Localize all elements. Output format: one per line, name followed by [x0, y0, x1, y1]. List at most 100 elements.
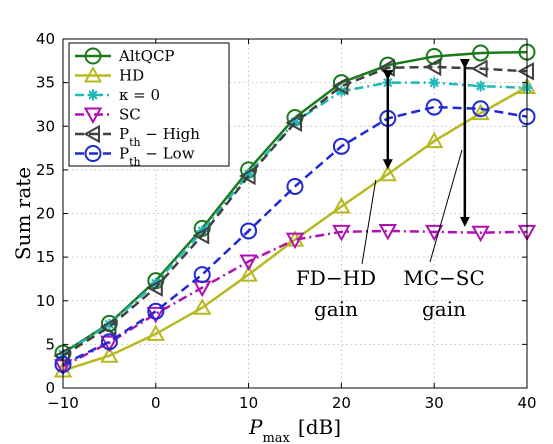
annotation-mc-sc-gain: MC−SC gain [403, 58, 485, 321]
text-part: P [119, 125, 129, 143]
text-part: th [129, 155, 141, 168]
data-point [425, 131, 444, 149]
data-point [87, 89, 99, 101]
data-point [239, 166, 256, 186]
annotation-text: gain [422, 297, 466, 321]
y-tick-label: 20 [36, 205, 55, 223]
data-point [193, 266, 211, 284]
legend-label: Pth − Low [119, 145, 195, 169]
legend-entry: HD [75, 65, 144, 85]
data-point [378, 164, 397, 182]
text-part: th [129, 136, 141, 149]
data-point [425, 98, 443, 116]
annotation-pointer [361, 179, 377, 265]
x-tick-label: 0 [151, 394, 161, 412]
legend-entry: AltQCP [75, 47, 175, 65]
series-line [62, 85, 528, 372]
legend-label: SC [119, 106, 141, 124]
x-label-subscript: max [262, 431, 290, 444]
marker-stroke [476, 81, 486, 91]
x-tick-label: 40 [517, 394, 536, 412]
data-point [425, 47, 443, 65]
data-point [83, 107, 103, 125]
text-part: AltQCP [118, 47, 175, 65]
series-p-th-low [54, 98, 536, 373]
data-point [424, 57, 442, 77]
data-point [83, 65, 103, 83]
data-point [99, 317, 117, 337]
legend-label: AltQCP [118, 47, 175, 65]
marker-stroke [429, 78, 439, 88]
x-axis-label: Pmax [dB] [248, 415, 341, 444]
marker-stroke [244, 169, 254, 179]
data-point [285, 232, 305, 250]
data-point [239, 254, 258, 272]
data-point [471, 103, 490, 121]
x-label-symbol: P [248, 415, 263, 439]
series-p-th-high [53, 57, 534, 365]
data-point [146, 278, 163, 297]
text-part: P [119, 145, 129, 163]
data-point [517, 62, 534, 81]
text-part: − Low [141, 145, 195, 163]
data-point [192, 226, 210, 245]
y-tick-label: 40 [36, 30, 55, 48]
data-point [146, 324, 165, 341]
y-tick-label: 10 [36, 292, 55, 310]
data-point [332, 196, 351, 214]
data-point [378, 223, 397, 241]
data-point [428, 77, 440, 89]
y-tick-label: 15 [36, 248, 55, 266]
series-line [62, 105, 528, 366]
annotation-fd-hd-gain: FD−HD gain [296, 70, 393, 321]
annotation-text: gain [314, 297, 358, 321]
legend-label: Pth − High [119, 125, 200, 149]
x-tick-label: 30 [425, 394, 444, 412]
data-point [100, 333, 118, 351]
text-part: κ = 0 [119, 86, 160, 104]
y-axis-label: Sum rate [11, 167, 35, 260]
legend-entry: κ = 0 [75, 86, 160, 104]
legend-label: HD [119, 67, 144, 85]
text-part: SC [119, 106, 141, 124]
annotation-pointer [429, 149, 463, 263]
annotation-text: FD−HD [296, 266, 376, 290]
y-tick-label: 0 [45, 379, 55, 397]
data-point [240, 222, 258, 240]
x-label-unit: [dB] [298, 415, 341, 439]
data-point [331, 76, 349, 96]
data-point [147, 302, 165, 320]
data-point [286, 177, 304, 195]
data-point [472, 44, 490, 62]
data-point [83, 124, 100, 144]
data-point [239, 265, 258, 282]
text-part: − High [141, 125, 201, 143]
data-point [100, 346, 119, 363]
y-tick-label: 30 [36, 117, 55, 135]
legend-entry: Pth − Low [75, 145, 195, 169]
series-line [62, 229, 528, 368]
legend-entry: Pth − High [75, 124, 200, 149]
data-point [193, 298, 212, 315]
marker-stroke [88, 90, 98, 100]
y-tick-label: 25 [36, 161, 55, 179]
text-part: HD [119, 67, 144, 85]
legend-entry: SC [75, 106, 141, 125]
legend-label: κ = 0 [119, 86, 160, 104]
data-point [471, 225, 490, 243]
x-tick-label: −10 [47, 394, 79, 412]
y-tick-label: 35 [36, 74, 55, 92]
x-tick-label: 10 [239, 394, 258, 412]
data-point [471, 59, 488, 78]
data-point [285, 113, 302, 132]
data-point [472, 100, 490, 118]
data-point [84, 47, 102, 65]
data-point [332, 137, 350, 155]
data-point [53, 346, 70, 365]
data-point [475, 80, 487, 92]
y-tick-label: 5 [45, 335, 55, 353]
annotations: FD−HD gain MC−SC gain [296, 58, 485, 321]
